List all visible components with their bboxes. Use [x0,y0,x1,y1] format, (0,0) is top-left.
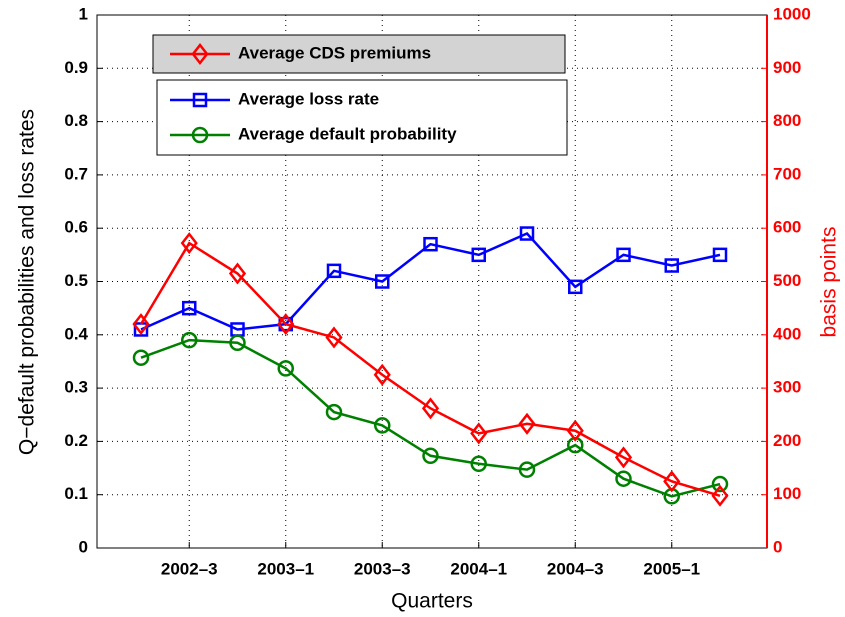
marker [192,92,208,108]
marker [373,363,391,386]
marker [519,226,535,241]
marker [180,232,198,255]
x-tick-label: 2003–1 [257,559,314,578]
y-tick-label: 0.4 [64,324,88,343]
marker [616,247,631,263]
x-tick-label: 2003–3 [354,559,411,578]
marker [664,258,679,273]
x-axis-label: Quarters [391,590,473,613]
marker [191,42,209,66]
y2-tick-label: 100 [773,484,801,503]
marker [325,326,343,349]
marker [568,279,583,295]
series-line [140,232,721,331]
y2-tick-label: 700 [773,164,801,183]
marker [277,360,294,377]
marker [228,262,247,285]
marker [374,417,391,434]
y-tick-label: 0.8 [64,111,88,130]
series-line [139,241,721,497]
y-tick-label: 1 [79,4,88,23]
marker [614,446,633,469]
y2-tick-label: 400 [773,324,801,343]
marker [132,313,150,336]
x-tick-label: 2002–3 [161,559,218,578]
marker [711,484,729,507]
marker [421,397,440,420]
y-tick-label: 0 [79,537,88,556]
marker [325,403,343,421]
marker [229,334,246,352]
y2-tick-label: 200 [773,431,801,450]
marker [191,126,209,144]
legend-label: Average default probability [238,124,457,143]
y2-tick-label: 900 [773,58,801,77]
marker [471,247,486,263]
y2-tick-label: 600 [773,218,801,237]
legend-label: Average CDS premiums [238,43,431,62]
marker [132,349,150,366]
legend-box [156,79,568,156]
marker [182,300,197,316]
x-tick-label: 2004–1 [450,559,507,578]
marker [181,331,198,349]
marker [470,422,488,445]
marker [277,313,295,336]
y-tick-label: 0.1 [64,484,88,503]
marker [423,236,438,252]
marker [711,475,729,493]
y-tick-label: 0.6 [64,218,88,237]
marker [712,247,728,263]
marker [375,274,390,289]
y2-tick-label: 0 [773,537,782,556]
y2-axis-label: basis points [818,227,841,338]
y-axis-label: Q−default probabilities and loss rates [16,109,39,455]
y2-tick-label: 500 [773,271,801,290]
marker [326,263,342,279]
marker [663,470,681,493]
x-tick-label: 2004–3 [547,559,604,578]
x-tick-label: 2005–1 [643,559,700,578]
marker [422,447,439,465]
y-tick-label: 0.7 [64,164,88,183]
y-tick-label: 0.2 [64,431,88,450]
y-tick-label: 0.5 [64,271,88,290]
marker [518,412,536,435]
y2-tick-label: 1000 [773,4,811,23]
marker [615,470,632,487]
marker [470,455,487,473]
series-line [140,338,721,498]
y-tick-label: 0.3 [64,378,88,397]
marker [518,461,536,478]
legend-label: Average loss rate [238,89,379,108]
marker [566,419,584,442]
y2-tick-label: 800 [773,111,801,130]
y2-tick-label: 300 [773,378,801,397]
y-tick-label: 0.9 [64,58,88,77]
